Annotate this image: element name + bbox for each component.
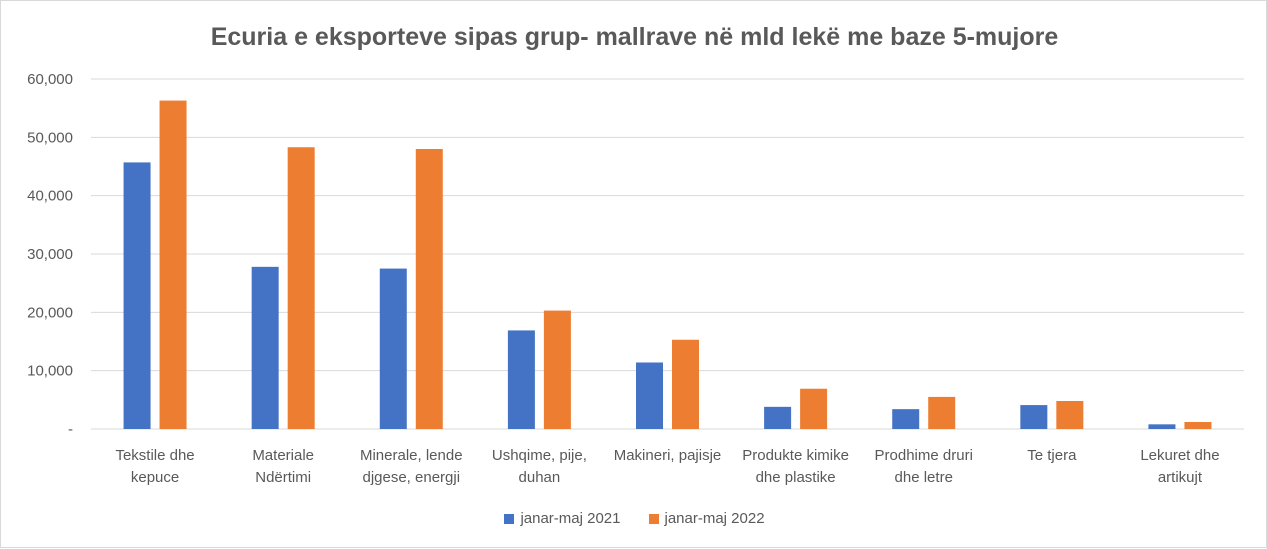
- x-category-label-8-0: Lekuret dhe: [1140, 447, 1219, 464]
- chart-legend: janar-maj 2021 janar-maj 2022: [1, 510, 1267, 527]
- y-tick-label-1: 10,000: [27, 363, 73, 380]
- bar-2022-8: [1184, 422, 1212, 429]
- x-category-label-0-1: kepuce: [131, 469, 179, 486]
- bar-2021-0: [123, 162, 151, 429]
- x-category-label-8-1: artikujt: [1158, 469, 1203, 486]
- y-tick-label-3: 30,000: [27, 246, 73, 263]
- chart-title: Ecuria e eksporteve sipas grup- mallrave…: [210, 23, 1059, 51]
- bar-2021-6: [892, 409, 920, 429]
- legend-label-1: janar-maj 2022: [664, 510, 765, 527]
- bar-2021-1: [251, 266, 279, 429]
- x-category-label-6-1: dhe letre: [895, 469, 953, 486]
- bar-2022-6: [928, 396, 956, 429]
- x-category-label-5-1: dhe plastike: [756, 469, 836, 486]
- legend-item-1: janar-maj 2022: [648, 510, 765, 527]
- x-category-label-2-1: djgese, energji: [362, 469, 460, 486]
- legend-swatch-1: [648, 513, 659, 524]
- bar-2022-2: [415, 149, 443, 429]
- bar-2022-1: [287, 147, 315, 429]
- bar-2022-7: [1056, 401, 1084, 429]
- bar-2021-4: [636, 362, 663, 429]
- legend-label-0: janar-maj 2021: [520, 510, 621, 527]
- bar-2022-0: [159, 100, 187, 429]
- bar-2021-7: [1020, 405, 1048, 429]
- x-category-label-5-0: Produkte kimike: [742, 447, 849, 464]
- x-category-label-1-0: Materiale: [252, 447, 314, 464]
- y-tick-label-2: 20,000: [27, 304, 73, 321]
- x-category-label-2-0: Minerale, lende: [360, 447, 463, 464]
- bar-2022-5: [800, 388, 828, 429]
- legend-item-0: janar-maj 2021: [504, 510, 621, 527]
- x-category-label-3-1: duhan: [519, 469, 561, 486]
- bar-2022-4: [672, 339, 699, 429]
- y-tick-label-6: 60,000: [27, 71, 73, 88]
- y-tick-label-0: -: [68, 421, 73, 438]
- x-category-label-7-0: Te tjera: [1027, 447, 1077, 464]
- bar-2022-3: [543, 310, 571, 429]
- bar-2021-5: [764, 406, 792, 429]
- legend-swatch-0: [504, 513, 515, 524]
- y-tick-label-4: 40,000: [27, 188, 73, 205]
- x-category-label-1-1: Ndërtimi: [255, 469, 311, 486]
- bar-2021-3: [507, 330, 535, 429]
- x-category-label-0-0: Tekstile dhe: [115, 447, 194, 464]
- x-category-label-4-0: Makineri, pajisje: [614, 447, 722, 464]
- y-tick-label-5: 50,000: [27, 129, 73, 146]
- x-category-label-3-0: Ushqime, pije,: [492, 447, 587, 464]
- x-category-label-6-0: Prodhime druri: [875, 447, 973, 464]
- bar-2021-2: [379, 268, 407, 429]
- bar-2021-8: [1148, 424, 1176, 429]
